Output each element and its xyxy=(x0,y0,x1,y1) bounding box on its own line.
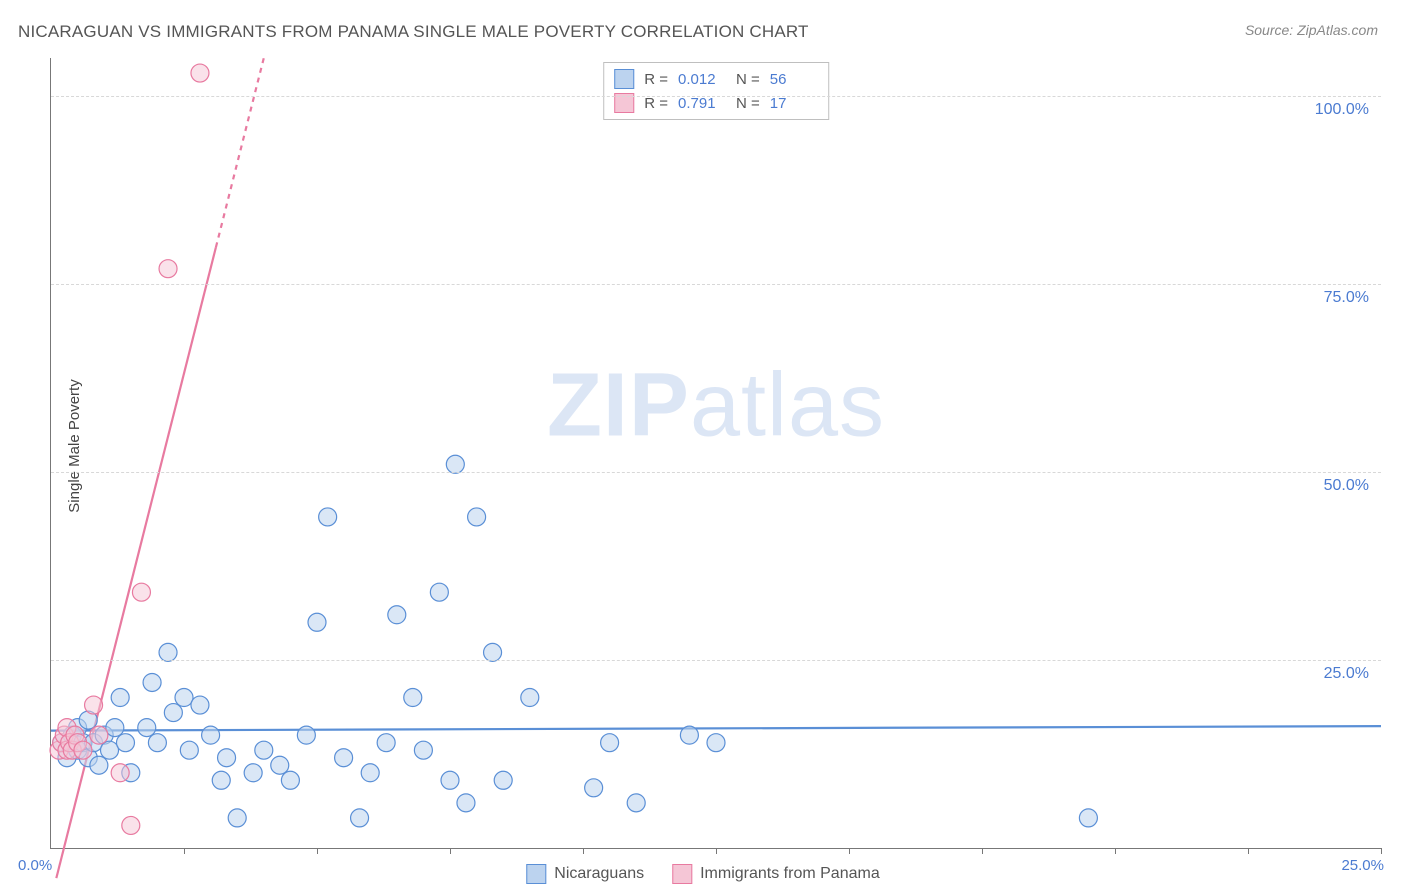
correlation-stats-box: R = 0.012 N = 56 R = 0.791 N = 17 xyxy=(603,62,829,120)
y-tick-label: 50.0% xyxy=(1324,477,1369,495)
source-attribution: Source: ZipAtlas.com xyxy=(1245,22,1378,38)
n-value-1: 56 xyxy=(770,71,818,88)
x-tick xyxy=(982,848,983,854)
grid-line xyxy=(51,660,1381,661)
x-tick xyxy=(1115,848,1116,854)
x-tick xyxy=(1381,848,1382,854)
legend-item-1: Nicaraguans xyxy=(526,864,644,884)
chart-title: NICARAGUAN VS IMMIGRANTS FROM PANAMA SIN… xyxy=(18,22,809,42)
x-tick xyxy=(317,848,318,854)
r-label-2: R = xyxy=(644,95,668,112)
r-label: R = xyxy=(644,71,668,88)
x-tick xyxy=(1248,848,1249,854)
y-tick-label: 100.0% xyxy=(1315,101,1369,119)
scatter-svg xyxy=(51,58,1381,848)
r-value-2: 0.791 xyxy=(678,95,726,112)
grid-line xyxy=(51,284,1381,285)
swatch-series1 xyxy=(614,69,634,89)
grid-line xyxy=(51,472,1381,473)
legend-swatch-2 xyxy=(672,864,692,884)
origin-label: 0.0% xyxy=(18,857,52,874)
y-tick-label: 75.0% xyxy=(1324,289,1369,307)
chart-plot-area: ZIPatlas R = 0.012 N = 56 R = 0.791 N = … xyxy=(50,58,1381,849)
r-value-1: 0.012 xyxy=(678,71,726,88)
legend-label-2: Immigrants from Panama xyxy=(700,865,880,883)
x-tick xyxy=(184,848,185,854)
n-label: N = xyxy=(736,71,760,88)
x-tick xyxy=(450,848,451,854)
n-value-2: 17 xyxy=(770,95,818,112)
n-label-2: N = xyxy=(736,95,760,112)
y-tick-label: 25.0% xyxy=(1324,665,1369,683)
legend-swatch-1 xyxy=(526,864,546,884)
stats-row-2: R = 0.791 N = 17 xyxy=(614,91,818,115)
grid-line xyxy=(51,96,1381,97)
x-tick xyxy=(716,848,717,854)
stats-row-1: R = 0.012 N = 56 xyxy=(614,67,818,91)
x-tick xyxy=(849,848,850,854)
bottom-legend: Nicaraguans Immigrants from Panama xyxy=(526,864,879,884)
legend-label-1: Nicaraguans xyxy=(554,865,644,883)
x-tick xyxy=(583,848,584,854)
legend-item-2: Immigrants from Panama xyxy=(672,864,880,884)
x-max-label: 25.0% xyxy=(1341,857,1384,874)
